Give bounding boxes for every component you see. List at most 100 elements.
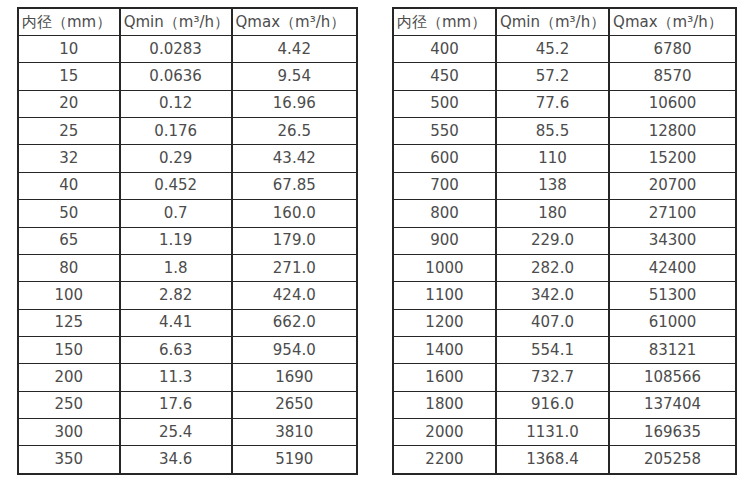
table-row: 1400554.183121	[393, 336, 736, 363]
table-row: 60011015200	[393, 145, 736, 172]
table-body: 40045.2678045057.2857050077.61060055085.…	[393, 36, 736, 475]
cell-qmax: 61000	[609, 309, 736, 336]
cell-qmax: 51300	[609, 282, 736, 309]
table-row: 801.8271.0	[18, 254, 357, 281]
cell-qmin: 0.7	[120, 200, 232, 227]
cell-qmax: 108566	[609, 364, 736, 391]
cell-qmax: 137404	[609, 391, 736, 418]
table-row: 22001368.4205258	[393, 446, 736, 474]
cell-diameter: 2000	[393, 419, 496, 446]
cell-diameter: 15	[18, 63, 120, 90]
table-row: 500.7160.0	[18, 200, 357, 227]
table-row: 1100342.051300	[393, 282, 736, 309]
cell-diameter: 400	[393, 36, 496, 63]
cell-qmin: 1.8	[120, 254, 232, 281]
cell-qmax: 34300	[609, 227, 736, 254]
cell-qmin: 180	[496, 200, 609, 227]
cell-qmax: 271.0	[232, 254, 357, 281]
cell-diameter: 2200	[393, 446, 496, 474]
cell-diameter: 25	[18, 118, 120, 145]
table-row: 400.45267.85	[18, 172, 357, 199]
cell-qmin: 1.19	[120, 227, 232, 254]
cell-qmax: 6780	[609, 36, 736, 63]
table-row: 900229.034300	[393, 227, 736, 254]
cell-diameter: 1600	[393, 364, 496, 391]
cell-qmin: 1131.0	[496, 419, 609, 446]
cell-qmax: 43.42	[232, 145, 357, 172]
cell-qmax: 160.0	[232, 200, 357, 227]
table-row: 25017.62650	[18, 391, 357, 418]
cell-diameter: 350	[18, 446, 120, 474]
cell-qmax: 16.96	[232, 90, 357, 117]
flow-spec-table-right-container: 内径（mm） Qmin（m³/h） Qmax（m³/h） 40045.26780…	[392, 7, 737, 475]
header-cell-qmin: Qmin（m³/h）	[120, 8, 232, 36]
cell-diameter: 600	[393, 145, 496, 172]
cell-diameter: 500	[393, 90, 496, 117]
cell-diameter: 32	[18, 145, 120, 172]
header-row: 内径（mm） Qmin（m³/h） Qmax（m³/h）	[18, 8, 357, 36]
table-row: 1600732.7108566	[393, 364, 736, 391]
cell-diameter: 1800	[393, 391, 496, 418]
table-row: 35034.65190	[18, 446, 357, 474]
cell-qmax: 83121	[609, 336, 736, 363]
cell-qmin: 916.0	[496, 391, 609, 418]
cell-qmax: 1690	[232, 364, 357, 391]
cell-qmin: 110	[496, 145, 609, 172]
table-row: 20011.31690	[18, 364, 357, 391]
cell-diameter: 1000	[393, 254, 496, 281]
table-row: 651.19179.0	[18, 227, 357, 254]
flow-spec-table-left: 内径（mm） Qmin（m³/h） Qmax（m³/h） 100.02834.4…	[17, 7, 358, 475]
cell-qmax: 12800	[609, 118, 736, 145]
cell-qmax: 67.85	[232, 172, 357, 199]
header-cell-diameter: 内径（mm）	[18, 8, 120, 36]
cell-diameter: 125	[18, 309, 120, 336]
table-row: 1506.63954.0	[18, 336, 357, 363]
cell-qmax: 205258	[609, 446, 736, 474]
cell-qmin: 0.12	[120, 90, 232, 117]
cell-qmax: 662.0	[232, 309, 357, 336]
table-row: 1254.41662.0	[18, 309, 357, 336]
header-cell-qmax: Qmax（m³/h）	[609, 8, 736, 36]
cell-qmax: 3810	[232, 419, 357, 446]
cell-diameter: 450	[393, 63, 496, 90]
cell-diameter: 50	[18, 200, 120, 227]
header-cell-qmin: Qmin（m³/h）	[496, 8, 609, 36]
cell-qmin: 1368.4	[496, 446, 609, 474]
cell-qmin: 0.29	[120, 145, 232, 172]
cell-qmax: 42400	[609, 254, 736, 281]
cell-diameter: 1200	[393, 309, 496, 336]
table-row: 55085.512800	[393, 118, 736, 145]
cell-qmin: 45.2	[496, 36, 609, 63]
cell-qmin: 77.6	[496, 90, 609, 117]
table-row: 320.2943.42	[18, 145, 357, 172]
cell-qmin: 25.4	[120, 419, 232, 446]
cell-diameter: 800	[393, 200, 496, 227]
cell-qmin: 732.7	[496, 364, 609, 391]
header-cell-diameter: 内径（mm）	[393, 8, 496, 36]
cell-qmin: 138	[496, 172, 609, 199]
flow-spec-table-right: 内径（mm） Qmin（m³/h） Qmax（m³/h） 40045.26780…	[392, 7, 737, 475]
table-row: 80018027100	[393, 200, 736, 227]
cell-diameter: 1400	[393, 336, 496, 363]
cell-qmax: 15200	[609, 145, 736, 172]
table-row: 1000282.042400	[393, 254, 736, 281]
cell-qmin: 11.3	[120, 364, 232, 391]
cell-diameter: 300	[18, 419, 120, 446]
cell-diameter: 100	[18, 282, 120, 309]
table-row: 100.02834.42	[18, 36, 357, 63]
table-row: 1002.82424.0	[18, 282, 357, 309]
table-row: 150.06369.54	[18, 63, 357, 90]
cell-qmin: 85.5	[496, 118, 609, 145]
cell-qmin: 0.0636	[120, 63, 232, 90]
table-row: 70013820700	[393, 172, 736, 199]
cell-qmin: 4.41	[120, 309, 232, 336]
cell-qmin: 554.1	[496, 336, 609, 363]
cell-diameter: 150	[18, 336, 120, 363]
cell-qmax: 169635	[609, 419, 736, 446]
table-body: 100.02834.42150.06369.54200.1216.96250.1…	[18, 36, 357, 475]
cell-qmax: 179.0	[232, 227, 357, 254]
cell-qmax: 2650	[232, 391, 357, 418]
cell-qmin: 342.0	[496, 282, 609, 309]
cell-diameter: 250	[18, 391, 120, 418]
cell-qmin: 0.0283	[120, 36, 232, 63]
